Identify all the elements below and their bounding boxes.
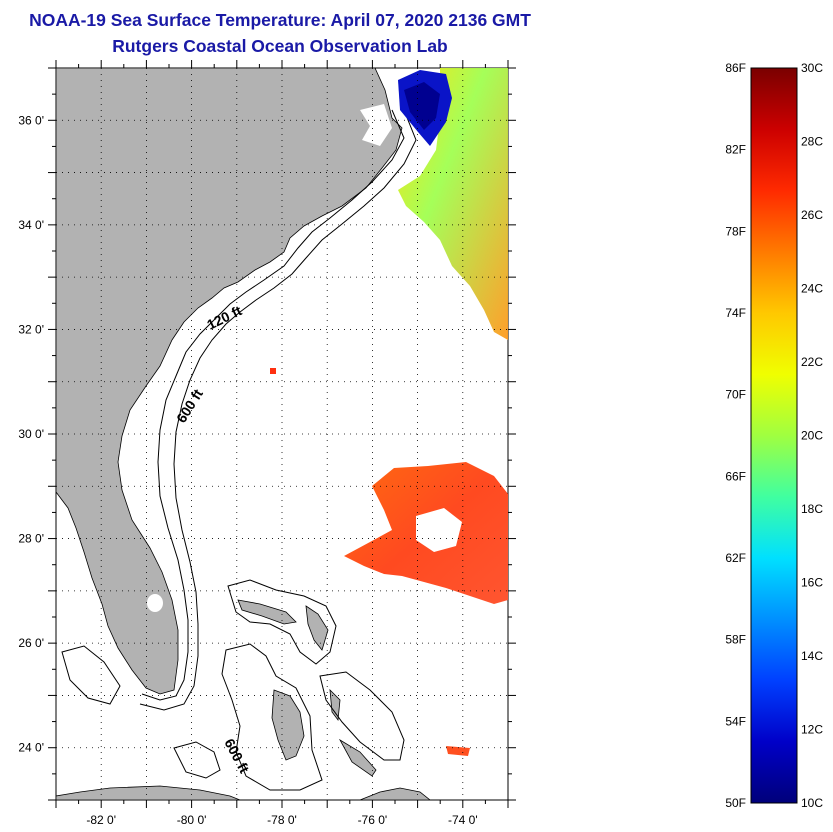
land-exuma: [338, 738, 377, 777]
colorbar-label-f: 66F: [725, 469, 746, 483]
land-mainland: [55, 67, 403, 695]
colorbar-label-f: 58F: [725, 633, 746, 647]
contour-bahamas-outer: [227, 579, 337, 665]
colorbar-label-f: 82F: [725, 143, 746, 157]
axis-ticks: [48, 60, 516, 808]
sst-patch-south: [446, 746, 470, 756]
colorbar-label-c: 24C: [801, 282, 823, 296]
colorbar-label-f: 54F: [725, 714, 746, 728]
contour-keys: [61, 645, 121, 705]
colorbar-label-c: 18C: [801, 502, 823, 516]
sst-patch-small: [270, 368, 276, 374]
map-title: NOAA-19 Sea Surface Temperature: April 0…: [29, 10, 531, 30]
colorbar-label-c: 12C: [801, 723, 823, 737]
colorbar-label-c: 22C: [801, 355, 823, 369]
celsius-labels: 30C 28C 26C 24C 22C 20C 18C 16C 14C 12C …: [801, 61, 823, 810]
lake-okeechobee: [147, 594, 163, 612]
land-cuba: [55, 785, 241, 801]
lon-label: -82 0': [86, 813, 116, 827]
lat-label: 30 0': [18, 427, 44, 441]
contour-bahamas-east: [319, 671, 405, 761]
lon-label: -80 0': [177, 813, 207, 827]
sst-patch-northeast: [398, 68, 508, 340]
lon-label: -74 0': [448, 813, 478, 827]
colorbar-label-c: 20C: [801, 429, 823, 443]
contour-600ft: [139, 109, 417, 711]
colorbar-label-c: 26C: [801, 208, 823, 222]
sst-patch-central-hole: [416, 508, 462, 552]
sst-patch-cold-core: [404, 82, 440, 130]
latitude-labels: 36 0' 34 0' 32 0' 30 0' 28 0' 26 0' 24 0…: [18, 113, 44, 754]
lat-label: 36 0': [18, 113, 44, 127]
land-cuba-east: [359, 787, 432, 801]
contour-bahamas-south: [221, 643, 323, 791]
colorbar-label-f: 86F: [725, 61, 746, 75]
fahrenheit-labels: 86F 82F 78F 74F 70F 66F 62F 58F 54F 50F: [725, 61, 746, 810]
land-eleuthera: [329, 688, 341, 722]
colorbar-label-f: 70F: [725, 388, 746, 402]
land-andros: [271, 689, 305, 761]
lon-label: -78 0': [267, 813, 297, 827]
lat-label: 28 0': [18, 532, 44, 546]
colorbar-label-f: 78F: [725, 224, 746, 238]
map-subtitle: Rutgers Coastal Ocean Observation Lab: [112, 36, 448, 56]
colorbar-label-c: 30C: [801, 61, 823, 75]
land-abaco: [305, 605, 329, 651]
colorbar-label-f: 62F: [725, 551, 746, 565]
colorbar-label-f: 50F: [725, 796, 746, 810]
lat-label: 24 0': [18, 741, 44, 755]
land-grand-bahama: [237, 599, 297, 625]
colorbar-label-c: 28C: [801, 135, 823, 149]
colorbar-label-c: 10C: [801, 796, 823, 810]
lat-label: 32 0': [18, 322, 44, 336]
lat-label: 34 0': [18, 218, 44, 232]
colorbar-label-f: 74F: [725, 306, 746, 320]
lon-label: -76 0': [358, 813, 388, 827]
temperature-colorbar: 86F 82F 78F 74F 70F 66F 62F 58F 54F 50F …: [725, 61, 823, 810]
lat-label: 26 0': [18, 636, 44, 650]
contour-bahamas-west: [173, 741, 221, 779]
colorbar-label-c: 14C: [801, 649, 823, 663]
contour-120ft: [141, 109, 405, 701]
colorbar-ramp: [750, 67, 798, 804]
pamlico-sound: [360, 104, 392, 146]
colorbar-label-c: 16C: [801, 576, 823, 590]
graticule: [56, 68, 508, 800]
longitude-labels: -82 0' -80 0' -78 0' -76 0' -74 0': [86, 813, 477, 827]
